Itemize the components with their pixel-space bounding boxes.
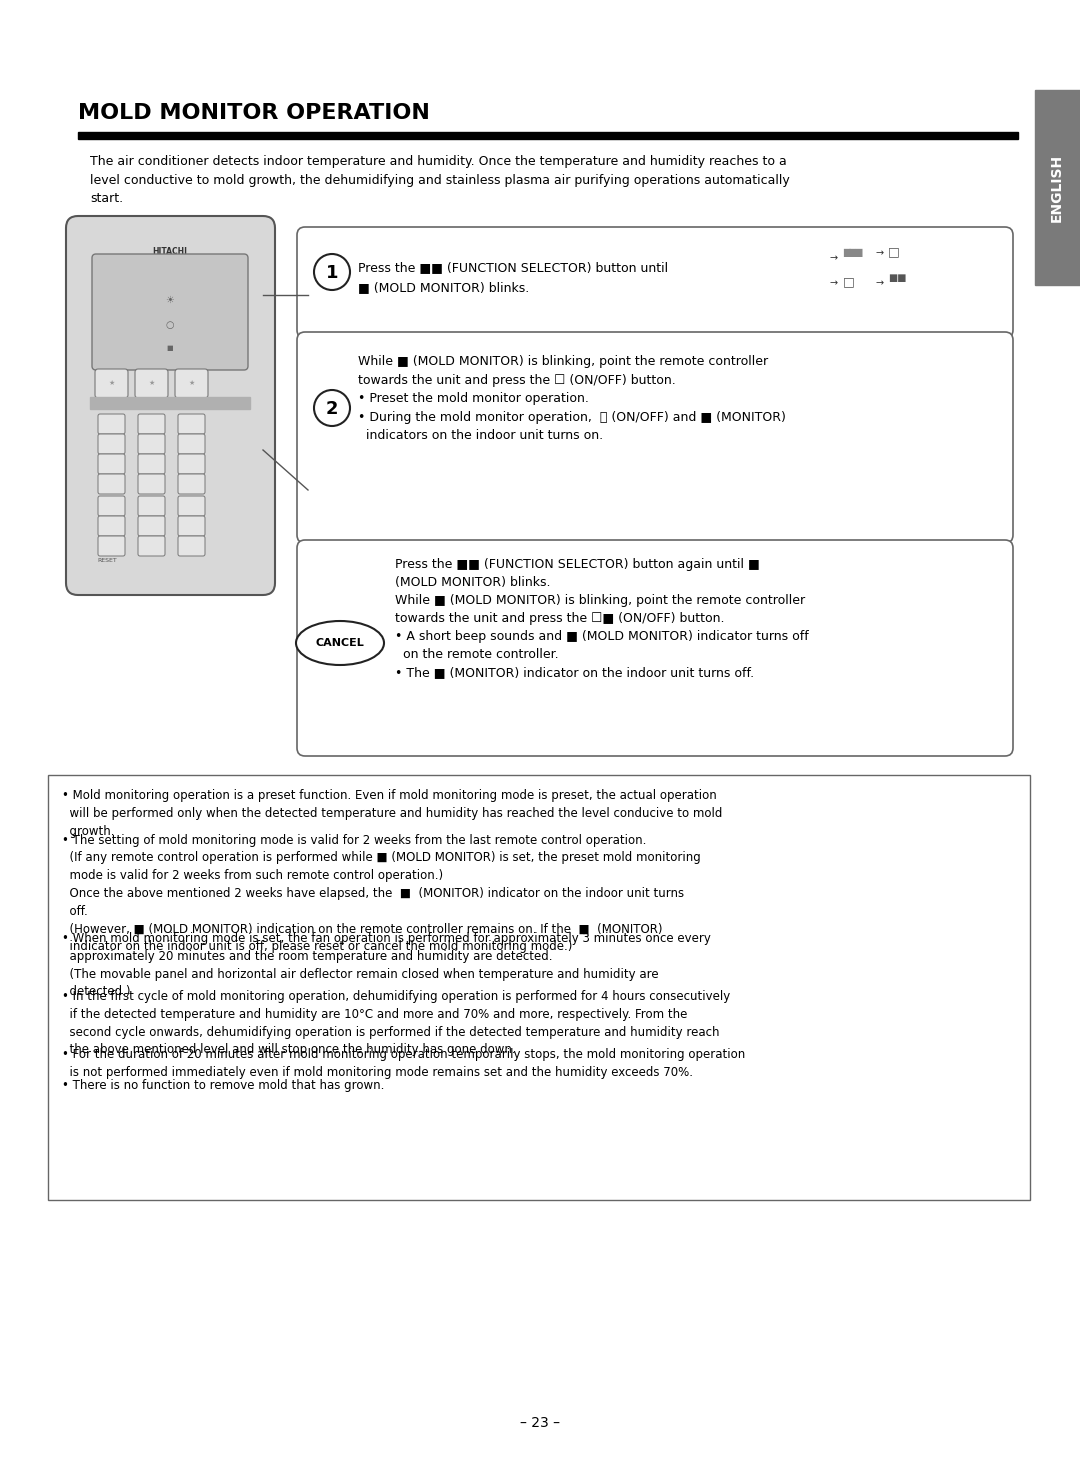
Text: Press the ■■ (FUNCTION SELECTOR) button until: Press the ■■ (FUNCTION SELECTOR) button …: [357, 261, 669, 274]
FancyBboxPatch shape: [66, 216, 275, 595]
Text: 2: 2: [326, 399, 338, 418]
Text: • In the first cycle of mold monitoring operation, dehumidifying operation is pe: • In the first cycle of mold monitoring …: [62, 990, 730, 1057]
Text: RESET: RESET: [97, 558, 117, 563]
Text: • There is no function to remove mold that has grown.: • There is no function to remove mold th…: [62, 1079, 384, 1092]
FancyBboxPatch shape: [178, 537, 205, 555]
Text: ■: ■: [166, 346, 173, 351]
Ellipse shape: [296, 621, 384, 665]
Text: →: →: [875, 248, 883, 258]
Text: ○: ○: [165, 319, 174, 330]
Bar: [90, 397, 249, 410]
Text: Press the ■■ (FUNCTION SELECTOR) button again until ■
(MOLD MONITOR) blinks.
Whi: Press the ■■ (FUNCTION SELECTOR) button …: [395, 558, 809, 679]
Circle shape: [314, 254, 350, 290]
FancyBboxPatch shape: [92, 254, 248, 370]
Text: →: →: [875, 278, 883, 289]
Text: – 23 –: – 23 –: [519, 1416, 561, 1430]
Text: The air conditioner detects indoor temperature and humidity. Once the temperatur: The air conditioner detects indoor tempe…: [90, 155, 789, 206]
FancyBboxPatch shape: [138, 414, 165, 434]
FancyBboxPatch shape: [138, 537, 165, 555]
Text: →: →: [831, 278, 838, 289]
Text: ■ (MOLD MONITOR) blinks.: ■ (MOLD MONITOR) blinks.: [357, 281, 529, 295]
Text: ★: ★: [149, 381, 156, 386]
Text: CANCEL: CANCEL: [315, 639, 364, 647]
FancyBboxPatch shape: [98, 453, 125, 474]
FancyBboxPatch shape: [178, 434, 205, 453]
Text: • Mold monitoring operation is a preset function. Even if mold monitoring mode i: • Mold monitoring operation is a preset …: [62, 789, 723, 837]
Text: MOLD MONITOR OPERATION: MOLD MONITOR OPERATION: [78, 104, 430, 122]
FancyBboxPatch shape: [175, 369, 208, 398]
FancyBboxPatch shape: [138, 453, 165, 474]
FancyBboxPatch shape: [297, 332, 1013, 542]
FancyBboxPatch shape: [178, 496, 205, 516]
Text: While ■ (MOLD MONITOR) is blinking, point the remote controller
towards the unit: While ■ (MOLD MONITOR) is blinking, poin…: [357, 354, 786, 442]
FancyBboxPatch shape: [98, 516, 125, 537]
FancyBboxPatch shape: [178, 516, 205, 537]
Text: • When mold monitoring mode is set, the fan operation is performed for approxima: • When mold monitoring mode is set, the …: [62, 932, 711, 999]
FancyBboxPatch shape: [178, 474, 205, 494]
Text: ■■: ■■: [888, 273, 906, 283]
Bar: [1035, 90, 1080, 284]
FancyBboxPatch shape: [178, 414, 205, 434]
FancyBboxPatch shape: [98, 496, 125, 516]
FancyBboxPatch shape: [95, 369, 129, 398]
FancyBboxPatch shape: [98, 474, 125, 494]
Text: ███: ███: [843, 248, 863, 257]
FancyBboxPatch shape: [178, 453, 205, 474]
Circle shape: [314, 389, 350, 426]
Text: →: →: [831, 254, 838, 262]
FancyBboxPatch shape: [138, 474, 165, 494]
FancyBboxPatch shape: [297, 539, 1013, 757]
Bar: [78, 133, 1018, 139]
Text: ☀: ☀: [165, 295, 174, 305]
Bar: [48, 776, 1030, 1200]
Text: ★: ★: [109, 381, 116, 386]
Text: □: □: [843, 276, 854, 289]
FancyBboxPatch shape: [98, 414, 125, 434]
Text: HITACHI: HITACHI: [152, 246, 188, 257]
Text: • The setting of mold monitoring mode is valid for 2 weeks from the last remote : • The setting of mold monitoring mode is…: [62, 834, 701, 954]
FancyBboxPatch shape: [138, 434, 165, 453]
FancyBboxPatch shape: [138, 496, 165, 516]
Text: 1: 1: [326, 264, 338, 281]
Text: ENGLISH: ENGLISH: [1050, 155, 1064, 222]
FancyBboxPatch shape: [135, 369, 168, 398]
FancyBboxPatch shape: [98, 434, 125, 453]
FancyBboxPatch shape: [98, 537, 125, 555]
FancyBboxPatch shape: [138, 516, 165, 537]
Text: □: □: [888, 245, 900, 258]
Text: ★: ★: [189, 381, 195, 386]
Text: • For the duration of 20 minutes after mold monitoring operation temporarily sto: • For the duration of 20 minutes after m…: [62, 1048, 745, 1079]
FancyBboxPatch shape: [297, 227, 1013, 338]
